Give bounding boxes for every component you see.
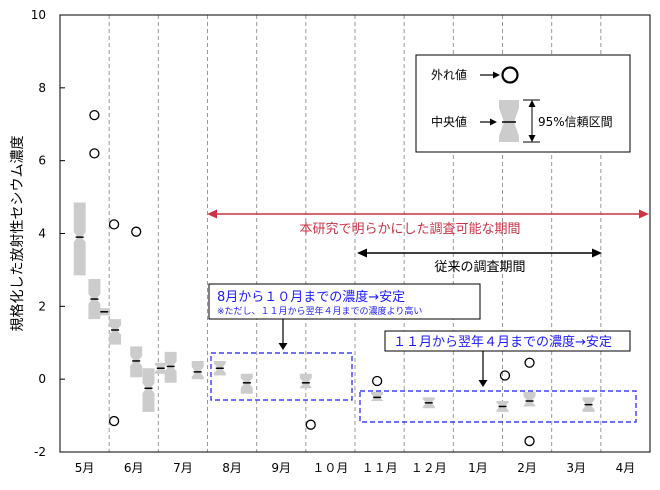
outlier-point bbox=[108, 219, 120, 230]
research-period-arrow bbox=[207, 209, 649, 219]
y-tick-label: 2 bbox=[38, 299, 46, 313]
x-tick-label: １０月 bbox=[312, 461, 348, 475]
legend-median-label: 中央値 bbox=[431, 114, 467, 129]
outlier-point bbox=[524, 435, 535, 447]
outlier-point bbox=[371, 375, 383, 387]
legend: 外れ値 中央値 95%信頼区間 bbox=[415, 54, 631, 153]
legend-outlier-symbol bbox=[501, 66, 519, 84]
x-tick-label: １１月 bbox=[362, 461, 398, 475]
nov-apr-annotation-title: １１月から翌年４月までの濃度→安定 bbox=[393, 334, 612, 350]
outlier-point bbox=[108, 415, 120, 427]
x-tick-label: 4月 bbox=[616, 461, 636, 475]
x-tick-label: 7月 bbox=[173, 461, 193, 475]
y-tick-label: 0 bbox=[38, 372, 46, 386]
outlier-point bbox=[89, 148, 100, 159]
x-tick-label: 8月 bbox=[222, 461, 242, 475]
aug-oct-annotation-note: ※ただし、１１月から翌年４月までの濃度より高い bbox=[217, 305, 422, 317]
aug-oct-annotation-box bbox=[208, 283, 481, 320]
x-tick-label: 5月 bbox=[75, 461, 95, 475]
y-axis-label: 規格化した放射性セシウム濃度 bbox=[10, 136, 26, 332]
legend-box-symbol bbox=[499, 100, 519, 142]
nov-apr-annotation-box bbox=[384, 330, 631, 352]
x-tick-label: 1月 bbox=[468, 461, 488, 475]
conventional-period-label: 従来の調査期間 bbox=[434, 260, 525, 275]
notched-box bbox=[371, 391, 384, 401]
outlier-point bbox=[131, 226, 142, 237]
nov-apr-group-box bbox=[359, 390, 637, 423]
research-period-label: 本研究で明らかにした調査可能な期間 bbox=[299, 222, 520, 237]
y-tick-label: 6 bbox=[38, 154, 46, 168]
y-tick-label: 10 bbox=[31, 8, 46, 22]
notched-box bbox=[109, 319, 122, 345]
x-tick-label: 9月 bbox=[271, 461, 291, 475]
x-tick-label: １２月 bbox=[411, 461, 447, 475]
notched-box bbox=[130, 346, 143, 378]
nov-apr-pointer-arrow bbox=[478, 351, 488, 387]
legend-ci-label: 95%信頼区間 bbox=[538, 115, 613, 129]
notched-box bbox=[191, 361, 204, 380]
notched-box bbox=[73, 202, 86, 276]
aug-oct-annotation-title: 8月から１０月までの濃度→安定 bbox=[217, 289, 405, 305]
y-tick-label: -2 bbox=[34, 445, 46, 459]
x-tick-label: 2月 bbox=[517, 461, 537, 475]
outlier-point bbox=[524, 357, 535, 368]
notched-box bbox=[299, 373, 312, 389]
boxes-layer bbox=[73, 202, 595, 412]
outlier-point bbox=[305, 419, 316, 430]
aug-oct-group-box bbox=[210, 352, 353, 401]
y-tick-label: 8 bbox=[38, 81, 46, 95]
legend-frame bbox=[415, 54, 631, 153]
x-tick-label: 3月 bbox=[566, 461, 586, 475]
conventional-period-arrow bbox=[357, 248, 602, 258]
notched-box bbox=[142, 368, 155, 412]
notched-box bbox=[523, 391, 536, 407]
legend-outlier-label: 外れ値 bbox=[431, 67, 467, 82]
aug-oct-pointer-arrow bbox=[278, 319, 288, 350]
notched-box bbox=[164, 351, 177, 383]
y-axis-ticks: -2 0 2 4 6 8 10 bbox=[31, 8, 65, 459]
x-axis-ticks: 5月 6月 7月 8月 9月 １０月 １１月 １２月 1月 2月 3月 4月 bbox=[75, 461, 635, 475]
outliers-layer bbox=[89, 109, 535, 447]
outlier-point bbox=[499, 370, 511, 381]
outlier-point bbox=[89, 109, 100, 121]
x-tick-label: 6月 bbox=[124, 461, 144, 475]
notched-box bbox=[240, 373, 253, 394]
y-tick-label: 4 bbox=[38, 227, 46, 241]
